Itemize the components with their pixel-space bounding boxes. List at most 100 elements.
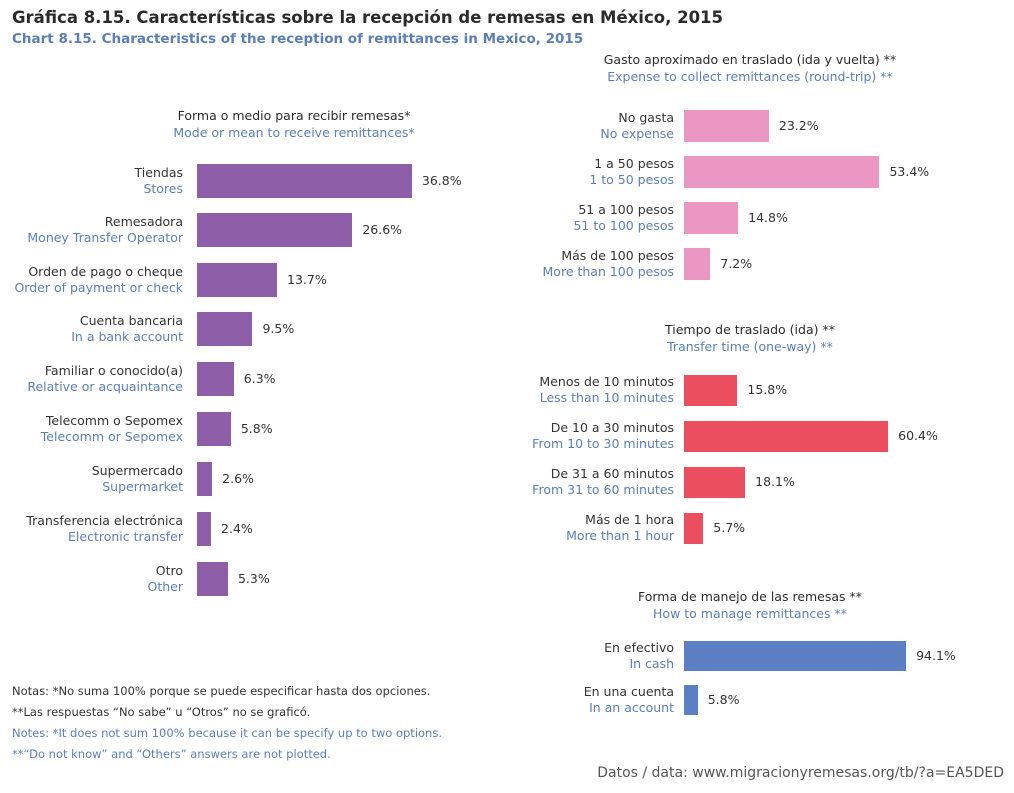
value-label: 6.3% [243,371,276,386]
panel-title-1: Forma o medio para recibir remesas* Mode … [44,108,544,140]
value-label: 26.6% [362,222,403,237]
value-label: 14.8% [748,210,788,225]
value-label: 13.7% [287,272,327,287]
category-label: Familiar o conocido(a) Relative or acquai… [0,363,183,395]
panel-title-es: Forma o medio para recibir remesas* [177,108,411,123]
category-label-en: Stores [143,181,183,196]
category-label-es: Tiendas [134,165,183,180]
chart-title-es: Gráfica 8.15. Características sobre la r… [12,8,724,27]
panel-title-es: Tiempo de traslado (ida) ** [665,322,835,337]
value-label: 60.4% [898,428,938,443]
category-label-es: De 31 a 60 minutos [550,466,674,481]
category-label: Cuenta bancaria In a bank account [0,313,183,345]
category-label-en: 1 to 50 pesos [589,172,674,187]
value-label: 2.4% [221,521,253,536]
bar [197,512,212,546]
category-label-es: En efectivo [604,640,674,655]
note-es-2: **Las respuestas “No sabe” u “Otros” no … [12,705,311,719]
value-label: 5.7% [713,520,746,535]
panel-title-en: Expense to collect remittances (round-tr… [607,69,893,84]
category-label: 51 a 100 pesos 51 to 100 pesos [374,202,674,234]
category-label-en: Money Transfer Operator [27,230,183,245]
category-label-en: 51 to 100 pesos [573,218,674,233]
category-label: Transferencia electrónica Electronic tran… [0,513,183,545]
panel-title-4: Forma de manejo de las remesas ** How to … [500,589,1000,621]
category-label: Telecomm o Sepomex Telecomm or Sepomex [0,413,183,445]
value-label: 53.4% [889,164,930,179]
category-label-en: Order of payment or check [14,280,183,295]
panel-title-es: Forma de manejo de las remesas ** [637,589,863,604]
panel-title-es: Gasto aproximado en traslado (ida y vuel… [603,52,897,67]
category-label: Orden de pago o cheque Order of payment o… [0,264,183,296]
value-label: 5.8% [707,692,740,707]
category-label-es: Supermercado [91,463,183,478]
category-label-en: More than 1 hour [566,528,674,543]
note-en-1: Notes: *It does not sum 100% because it … [12,726,442,740]
category-label-en: Supermarket [102,479,183,494]
bar [197,213,353,247]
value-label: 15.8% [747,382,788,397]
category-label-es: Otro [155,563,183,578]
category-label-es: Más de 100 pesos [561,248,674,263]
value-label: 9.5% [262,321,295,336]
bar [684,420,889,452]
category-label-es: 1 a 50 pesos [594,156,674,171]
value-label: 36.8% [421,173,462,188]
bar [197,312,253,346]
category-label: No gasta No expense [374,110,674,142]
bar [684,248,711,280]
category-label-es: De 10 a 30 minutos [550,420,674,435]
value-label: 94.1% [916,648,956,663]
category-label: 1 a 50 pesos 1 to 50 pesos [374,156,674,188]
bar [684,512,704,544]
chart-title-en: Chart 8.15. Characteristics of the recep… [12,31,584,47]
category-label-es: Telecomm o Sepomex [45,413,183,428]
category-label-es: Cuenta bancaria [79,313,183,328]
bar [197,562,228,596]
panel-title-3: Tiempo de traslado (ida) ** Transfer time… [500,322,1000,354]
category-label: En una cuenta In an account [374,684,674,716]
category-label-en: In cash [629,656,674,671]
category-label-en: Relative or acquaintance [27,379,183,394]
bar [684,685,698,715]
bar [197,362,234,396]
category-label-en: Other [147,579,184,594]
category-label: Remesadora Money Transfer Operator [0,214,183,246]
category-label-es: Más de 1 hora [585,512,674,527]
bar [197,164,412,198]
category-label-es: Transferencia electrónica [26,513,183,528]
value-label: 5.3% [237,571,270,586]
category-label-es: No gasta [618,110,674,125]
category-label-en: From 31 to 60 minutes [532,482,674,497]
category-label-en: Telecomm or Sepomex [40,429,183,444]
value-label: 23.2% [778,118,819,133]
panel-title-en: How to manage remittances ** [653,606,847,621]
category-label-es: Menos de 10 minutos [539,374,674,389]
category-label-es: 51 a 100 pesos [578,202,674,217]
panel-title-en: Transfer time (one-way) ** [667,339,833,354]
bar [197,412,231,446]
category-label: Más de 1 hora More than 1 hour [374,512,674,544]
bar [197,462,213,496]
category-label: De 31 a 60 minutos From 31 to 60 minutes [374,466,674,498]
category-label: De 10 a 30 minutos From 10 to 30 minutes [374,420,674,452]
category-label-en: Less than 10 minutes [539,390,674,405]
category-label-en: In a bank account [71,329,183,344]
category-label: Supermercado Supermarket [0,463,183,495]
bar [197,263,277,297]
category-label: Más de 100 pesos More than 100 pesos [374,248,674,280]
source-credit: Datos / data: www.migracionyremesas.org/… [597,765,1004,781]
category-label: Menos de 10 minutos Less than 10 minutes [374,374,674,406]
bar [684,374,738,406]
panel-title-2: Gasto aproximado en traslado (ida y vuel… [500,52,1000,84]
bar [684,466,746,498]
category-label: En efectivo In cash [374,640,674,672]
bar [684,110,769,142]
value-label: 7.2% [720,256,753,271]
category-label: Otro Other [0,563,184,595]
value-label: 18.1% [755,474,795,489]
category-label-es: Orden de pago o cheque [28,264,183,279]
bar [684,156,880,188]
category-label-es: Familiar o conocido(a) [44,363,183,378]
panel-title-en: Mode or mean to receive remittances* [173,125,415,140]
